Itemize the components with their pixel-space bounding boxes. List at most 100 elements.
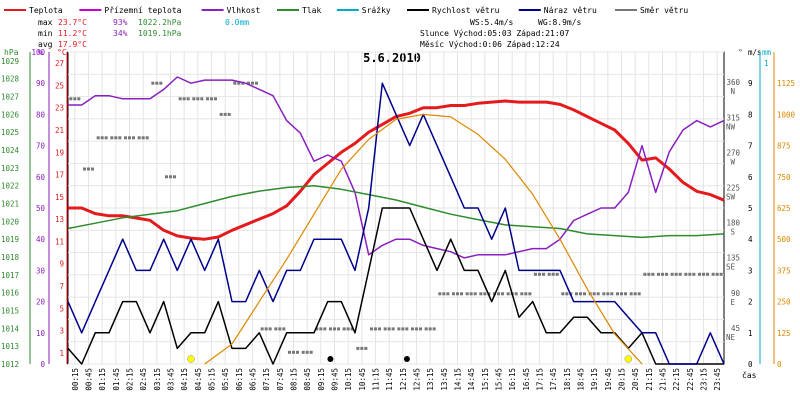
- series-line-1: [68, 76, 725, 259]
- x-tick-0: 00:15: [71, 368, 80, 391]
- wind-dir-point: [305, 350, 309, 354]
- stat-avg-temp: 17.9°C: [58, 40, 87, 49]
- direction-dir-0: N: [730, 87, 735, 96]
- wind-dir-point: [538, 272, 541, 276]
- wind-dir-point: [251, 81, 254, 85]
- celsius-tick-10: 7: [59, 282, 64, 291]
- x-tick-5: 02:45: [139, 368, 148, 391]
- celsius-tick-12: 3: [59, 327, 64, 336]
- wind-dir-point: [378, 327, 381, 331]
- wind-dir-point: [520, 292, 524, 296]
- mm-axis-title: mm: [762, 48, 772, 57]
- wind-dir-point: [610, 292, 614, 296]
- hpa-tick-0: 1029: [1, 57, 19, 66]
- hpa-tick-10: 1019: [1, 235, 19, 244]
- wind-dir-point: [446, 292, 450, 296]
- x-tick-27: 13:45: [440, 368, 449, 391]
- wind-dir-point: [657, 272, 660, 276]
- wind-dir-point: [77, 97, 81, 101]
- percent-tick-8: 20: [36, 298, 46, 307]
- wind-dir-point: [128, 136, 131, 140]
- wind-dir-point: [219, 112, 223, 116]
- ms-tick-5: 4: [748, 235, 753, 244]
- x-tick-20: 10:15: [344, 368, 353, 391]
- hpa-axis-title: hPa: [4, 48, 19, 57]
- x-tick-34: 17:15: [536, 368, 545, 391]
- wind-dir-point: [356, 346, 360, 350]
- wm2-tick-6: 375: [777, 266, 791, 275]
- direction-dir-1: NW: [726, 122, 736, 131]
- wind-dir-point: [497, 292, 500, 296]
- wind-dir-point: [360, 346, 364, 350]
- wind-dir-point: [186, 97, 190, 101]
- stat-min-temp: 11.2°C: [58, 29, 87, 38]
- ms-axis-title: m/s: [748, 48, 762, 57]
- legend-label-3: Tlak: [302, 6, 321, 15]
- wind-dir-point: [501, 292, 504, 296]
- wind-dir-point: [346, 327, 350, 331]
- direction-dir-3: SW: [726, 193, 736, 202]
- wind-dir-point: [182, 97, 186, 101]
- wind-dir-point: [596, 292, 600, 296]
- x-tick-31: 15:45: [495, 368, 504, 391]
- wind-dir-point: [592, 292, 596, 296]
- ms-tick-7: 2: [748, 298, 753, 307]
- hpa-tick-13: 1016: [1, 289, 20, 298]
- stat-min-hum: 34%: [113, 29, 128, 38]
- stat-moon: Měsíc Východ:0:06 Západ:12:24: [420, 40, 560, 49]
- wind-dir-point: [319, 327, 323, 331]
- wind-dir-point: [629, 292, 633, 296]
- wm2-tick-3: 750: [777, 173, 791, 182]
- stat-sun: Slunce Východ:05:03 Západ:21:07: [420, 29, 569, 38]
- x-tick-44: 22:15: [672, 368, 681, 391]
- celsius-tick-13: 1: [59, 349, 64, 358]
- legend-label-5: Rychlost větru: [432, 6, 500, 15]
- sun-marker-0: [187, 355, 195, 363]
- wind-dir-point: [534, 272, 537, 276]
- wind-dir-point: [210, 97, 213, 101]
- wind-dir-point: [292, 350, 295, 354]
- wind-dir-point: [223, 112, 227, 116]
- mm-tick-0: 1: [764, 59, 769, 68]
- wind-dir-point: [506, 292, 510, 296]
- wind-direction-marks: [69, 81, 723, 354]
- x-tick-33: 16:45: [522, 368, 531, 391]
- wind-dir-point: [698, 272, 701, 276]
- series-line-4: [67, 82, 725, 365]
- x-tick-28: 14:15: [454, 368, 463, 391]
- wind-dir-point: [524, 292, 528, 296]
- grid-lines: [68, 51, 724, 365]
- wind-dir-point: [565, 292, 569, 296]
- wind-dir-point: [483, 292, 487, 296]
- wind-dir-point: [575, 292, 578, 296]
- x-tick-7: 03:45: [167, 368, 176, 391]
- x-tick-32: 16:15: [508, 368, 517, 391]
- x-tick-21: 10:45: [358, 368, 367, 391]
- wind-dir-point: [91, 167, 94, 171]
- x-tick-22: 11:15: [372, 368, 381, 391]
- wind-dir-point: [288, 350, 291, 354]
- hpa-tick-1: 1028: [1, 75, 20, 84]
- wind-dir-point: [137, 136, 141, 140]
- wind-dir-point: [415, 327, 418, 331]
- wind-dir-point: [479, 292, 483, 296]
- x-tick-35: 17:45: [549, 368, 558, 391]
- wind-dir-point: [643, 272, 647, 276]
- wind-dir-point: [315, 327, 319, 331]
- wind-dir-point: [706, 272, 709, 276]
- stat-ws: WS:5.4m/s: [470, 18, 514, 27]
- ms-tick-1: 8: [748, 110, 753, 119]
- ms-tick-6: 3: [748, 266, 753, 275]
- wind-dir-point: [424, 327, 428, 331]
- wind-dir-point: [547, 272, 551, 276]
- direction-dir-5: SE: [726, 263, 736, 272]
- x-tick-17: 08:45: [303, 368, 312, 391]
- wind-dir-point: [151, 81, 155, 85]
- x-tick-3: 01:45: [112, 368, 121, 391]
- percent-tick-10: 0: [40, 360, 45, 369]
- percent-tick-2: 80: [36, 110, 46, 119]
- legend-label-6: Náraz větru: [544, 6, 597, 15]
- wm2-tick-4: 625: [777, 204, 791, 213]
- wm2-tick-0: 1125: [777, 79, 795, 88]
- wind-dir-point: [665, 272, 668, 276]
